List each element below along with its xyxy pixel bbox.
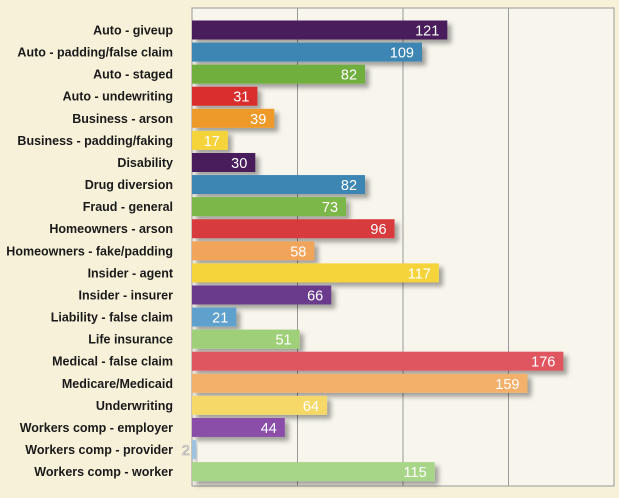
category-label: Underwriting (96, 399, 173, 413)
value-label: 44 (261, 421, 277, 437)
value-label: 82 (341, 68, 357, 84)
bar (192, 373, 528, 393)
category-label: Business - arson (72, 112, 173, 126)
value-label: 2 (182, 443, 190, 459)
value-label: 121 (415, 24, 439, 40)
value-label: 109 (390, 46, 414, 62)
category-label: Workers comp - employer (20, 421, 173, 435)
value-label: 159 (495, 377, 519, 393)
category-label: Homeowners - fake/padding (6, 244, 173, 258)
bar (192, 329, 300, 349)
value-label: 17 (204, 134, 220, 150)
bar (192, 285, 332, 305)
bar (192, 307, 237, 327)
bar (192, 20, 448, 40)
value-label: 58 (290, 244, 306, 260)
category-label: Auto - undewriting (63, 90, 173, 104)
category-label: Homeowners - arson (49, 222, 173, 236)
category-label: Workers comp - worker (34, 465, 173, 479)
bar (192, 263, 439, 283)
bar (192, 219, 395, 239)
bar (192, 417, 285, 437)
value-label: 30 (231, 156, 247, 172)
value-label: 31 (233, 90, 249, 106)
category-labels: Auto - giveup Auto - padding/false claim A… (6, 24, 174, 480)
category-label: Auto - padding/false claim (17, 46, 173, 60)
bars (192, 20, 564, 482)
value-label: 21 (212, 311, 228, 327)
bar (192, 64, 366, 84)
value-label: 115 (404, 465, 427, 481)
category-label: Auto - staged (93, 68, 173, 82)
category-label: Life insurance (88, 333, 173, 347)
bar (192, 130, 228, 150)
value-label: 39 (250, 112, 266, 128)
value-label: 73 (322, 200, 338, 216)
bar (192, 351, 564, 371)
bar (192, 440, 197, 460)
category-label: Liability - false claim (51, 311, 173, 325)
value-label: 117 (408, 266, 431, 282)
category-label: Workers comp - provider (25, 443, 173, 457)
category-label: Insider - agent (88, 266, 174, 280)
bar (192, 152, 256, 172)
bar (192, 175, 366, 195)
bar (192, 108, 275, 128)
value-label: 66 (307, 288, 323, 304)
category-label: Insider - insurer (79, 288, 174, 302)
value-label: 176 (531, 355, 555, 371)
category-label: Auto - giveup (93, 24, 173, 38)
value-label: 96 (370, 222, 386, 238)
value-labels: 1211098231391730827396581176621511761596… (182, 24, 556, 482)
bar (192, 86, 258, 106)
bar (192, 462, 435, 482)
category-label: Business - padding/faking (17, 134, 173, 148)
bar (192, 42, 422, 62)
category-label: Drug diversion (85, 178, 173, 192)
value-label: 64 (303, 399, 319, 415)
category-label: Disability (117, 156, 173, 170)
category-label: Medical - false claim (52, 355, 173, 369)
bar (192, 197, 347, 217)
value-label: 82 (341, 178, 357, 194)
category-label: Medicare/Medicaid (62, 377, 173, 391)
value-label: 51 (275, 333, 291, 349)
bar (192, 241, 315, 261)
category-label: Fraud - general (83, 200, 173, 214)
bar (192, 395, 328, 415)
